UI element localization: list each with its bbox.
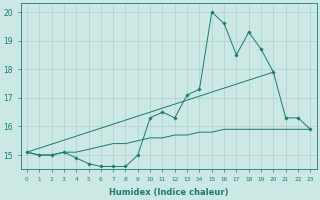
X-axis label: Humidex (Indice chaleur): Humidex (Indice chaleur) [109,188,228,197]
